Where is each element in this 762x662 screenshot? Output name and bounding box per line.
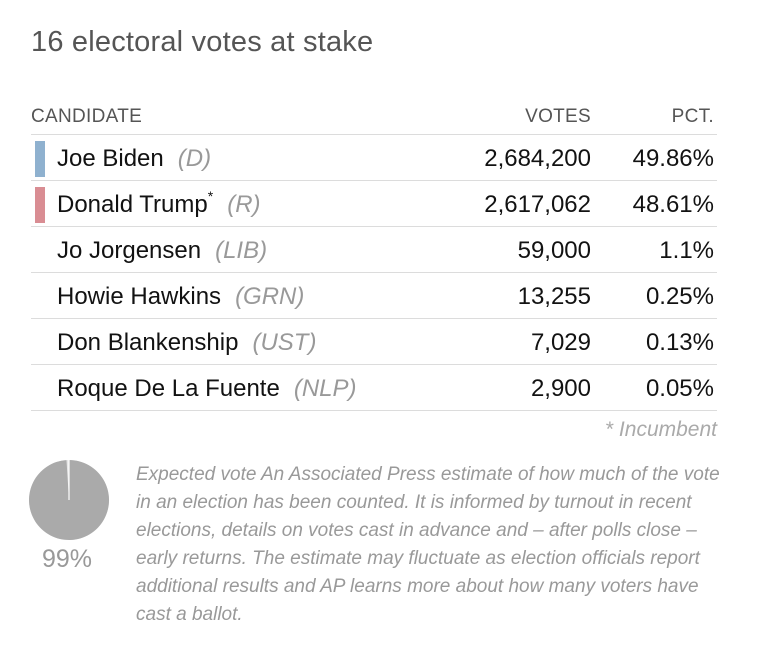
candidate-votes: 2,617,062 [484,191,591,218]
header-pct: PCT. [671,106,714,127]
results-table: CANDIDATE VOTES PCT. Joe Biden (D) 2,684,… [31,100,717,411]
table-row: Don Blankenship (UST) 7,029 0.13% [31,319,717,365]
table-row: Roque De La Fuente (NLP) 2,900 0.05% [31,365,717,411]
candidate-party: (GRN) [235,283,305,310]
expected-vote-label: 99% [42,545,93,573]
table-row: Howie Hawkins (GRN) 13,255 0.25% [31,273,717,319]
candidate-name: Donald Trump* (R) [57,188,261,218]
candidate-pct: 0.25% [645,283,714,310]
incumbent-footnote: * Incumbent [604,418,717,441]
candidate-name: Jo Jorgensen (LIB) [57,237,268,264]
candidate-pct: 49.86% [632,145,714,172]
candidate-votes: 2,684,200 [484,145,591,172]
table-row: Joe Biden (D) 2,684,200 49.86% [31,135,717,181]
header-candidate: CANDIDATE [31,106,143,127]
candidate-votes: 7,029 [530,329,591,356]
candidate-name: Joe Biden (D) [57,145,212,172]
table-row: Jo Jorgensen (LIB) 59,000 1.1% [31,227,717,273]
table-row: Donald Trump* (R) 2,617,062 48.61% [31,181,717,227]
candidate-party: (R) [227,191,261,218]
candidate-votes: 13,255 [517,283,591,310]
candidate-votes: 2,900 [530,375,591,402]
candidate-pct: 0.05% [645,375,714,402]
candidate-party: (UST) [252,329,317,356]
candidate-votes: 59,000 [517,237,591,264]
candidate-name: Howie Hawkins (GRN) [57,283,305,310]
party-color-swatch [35,141,45,177]
expected-vote-description: Expected vote An Associated Press estima… [136,464,720,625]
candidate-name: Roque De La Fuente (NLP) [57,375,357,402]
candidate-party: (D) [177,145,212,172]
candidate-name: Don Blankenship (UST) [57,329,317,356]
page-title: 16 electoral votes at stake [31,26,374,58]
table-header: CANDIDATE VOTES PCT. [31,100,717,135]
candidate-party: (NLP) [293,375,357,402]
candidate-party: (LIB) [215,237,268,264]
candidate-pct: 48.61% [632,191,714,218]
header-votes: VOTES [525,106,591,127]
expected-vote-pie-icon [29,460,110,540]
candidate-pct: 0.13% [645,329,714,356]
party-color-swatch [35,187,45,223]
candidate-pct: 1.1% [659,237,714,264]
